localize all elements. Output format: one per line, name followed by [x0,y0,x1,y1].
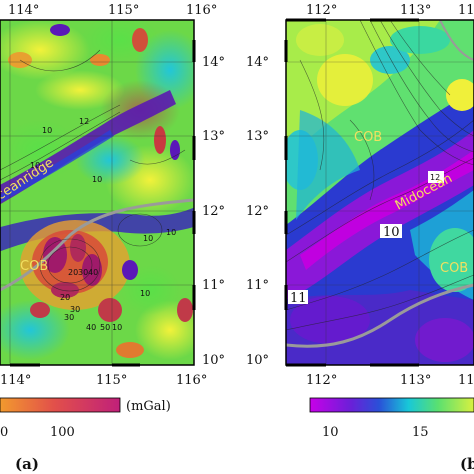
contour-label: 10 [112,323,122,332]
panel-label-b: (b) [460,455,474,473]
y-tick-label: 14° [246,55,269,70]
y-tick-label: 13° [246,129,269,144]
colorbar-tick-label: 15 [412,425,429,440]
x-tick-label: 11 [458,373,474,388]
contour-label: 12 [430,173,440,182]
contour-label: 10 [143,234,153,243]
panel-b-y-ticks: 14° 13° 12° 11° 10° [246,55,269,368]
panel-a-contour-labels: 12 10 10 10 10 10 20 30 40 20 30 40 50 3… [30,117,176,332]
contour-label: 40 [86,323,96,332]
y-tick-label: 12° [246,204,269,219]
panel-a-frame-ticks [10,40,196,367]
panel-b-frame-ticks [284,18,419,367]
contour-label: 10 [166,228,176,237]
x-tick-label: 113° [400,373,431,388]
y-tick-label: 13° [202,129,225,144]
contour-label: 30 [64,313,74,322]
annotation-cob: COB [440,261,468,276]
contour-label: 10 [140,289,150,298]
contour-label: 50 [100,323,110,332]
y-tick-label: 14° [202,55,225,70]
panel-a-x-ticks-top: 114° 115° 116° [8,3,217,18]
x-tick-label: 112° [306,373,337,388]
annotation-cob: COB [20,259,48,274]
contour-label: 10 [383,225,400,240]
x-tick-label: 113° [400,3,431,18]
colorbar-tick-label: 0 [0,425,8,440]
panel-a-colorbar [0,397,121,413]
panel-a-x-ticks-bottom: 114° 115° 116° [0,373,207,388]
x-tick-label: 116° [176,373,207,388]
y-tick-label: 10° [246,353,269,368]
y-tick-label: 11° [246,278,269,293]
panel-a-frame [0,19,195,366]
x-tick-label: 115° [96,373,127,388]
panel-b-x-ticks-bottom: 112° 113° 11 [306,373,474,388]
colorbar-tick-label: 100 [50,425,75,440]
x-tick-label: 116° [186,3,217,18]
x-tick-label: 114° [0,373,31,388]
colorbar-tick-label: 10 [322,425,339,440]
contour-label: 40 [88,268,98,277]
contour-label: 30 [70,305,80,314]
panel-a-map [0,20,194,365]
panel-b-x-ticks-top: 112° 113° 11 [306,3,474,18]
contour-label: 20 [60,293,70,302]
y-tick-label: 10° [202,353,225,368]
colorbar-unit: (mGal) [126,399,171,414]
contour-label: 10 [42,126,52,135]
annotation-cob: COB [354,130,382,145]
panel-a-y-ticks: 14° 13° 12° 11° 10° [202,55,225,368]
x-tick-label: 11 [458,3,474,18]
contour-label: 10 [30,161,40,170]
contour-label: 10 [92,175,102,184]
panel-label-a: (a) [15,455,39,473]
panel-b-colorbar [309,397,474,413]
y-tick-label: 11° [202,278,225,293]
y-tick-label: 12° [202,204,225,219]
contour-label: 30 [78,268,88,277]
contour-label: 12 [79,117,89,126]
contour-label: 20 [68,268,78,277]
x-tick-label: 114° [8,3,39,18]
panel-b-contour-labels: 12 10 11 [288,171,444,306]
x-tick-label: 115° [108,3,139,18]
x-tick-label: 112° [306,3,337,18]
contour-label: 11 [290,291,307,306]
panel-b-map [286,20,474,365]
